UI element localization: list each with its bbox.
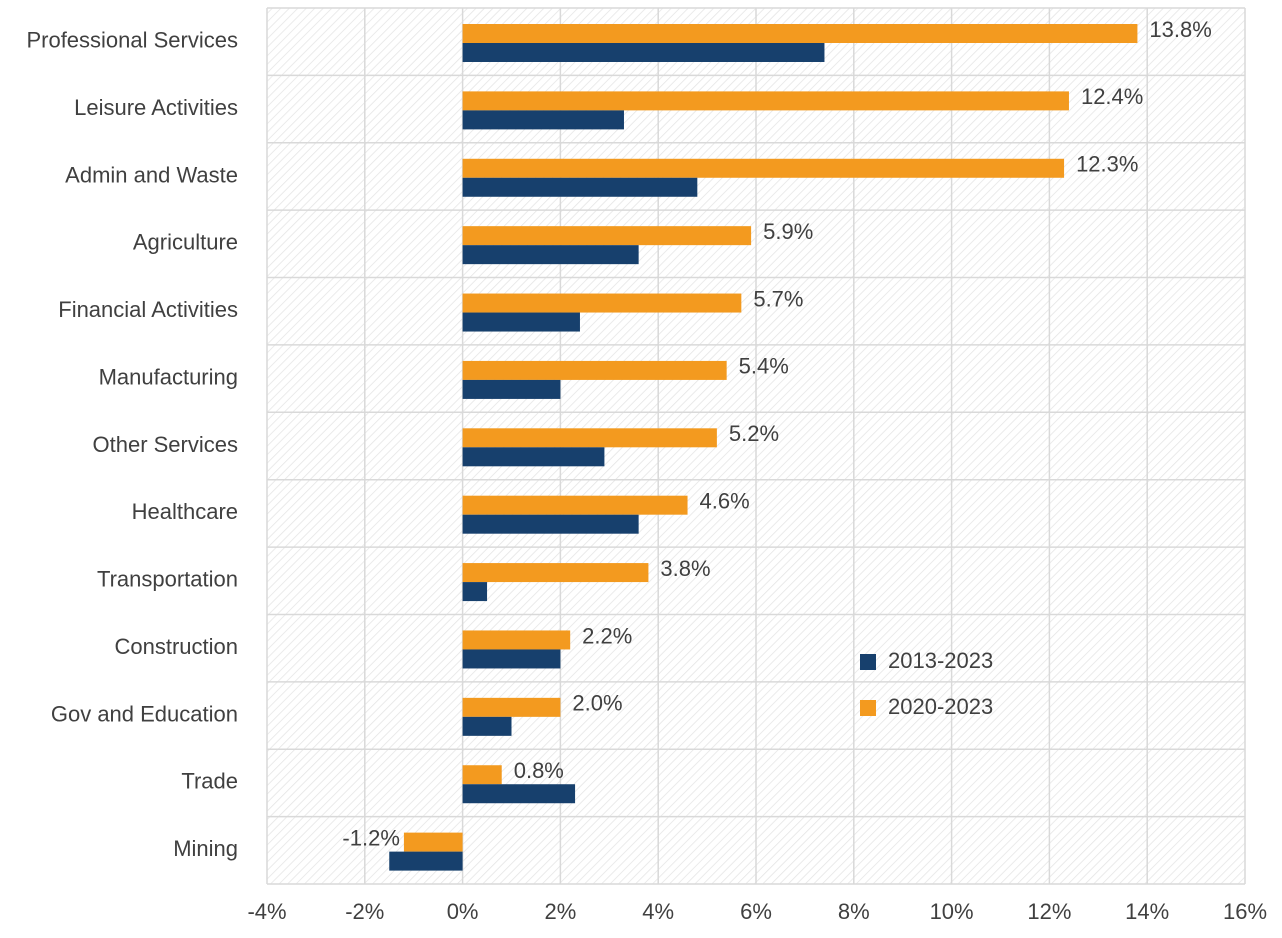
bar — [462, 360, 727, 380]
value-label: -1.2% — [342, 825, 399, 850]
bar — [462, 245, 639, 265]
value-label: 5.7% — [753, 286, 803, 311]
x-tick-label: 12% — [1027, 899, 1071, 924]
y-tick-label: Transportation — [97, 567, 238, 592]
value-label: 2.0% — [572, 691, 622, 716]
value-label: 5.9% — [763, 219, 813, 244]
value-label: 4.6% — [700, 489, 750, 514]
value-label: 0.8% — [514, 758, 564, 783]
bar — [403, 832, 463, 852]
x-tick-label: 4% — [642, 899, 674, 924]
y-tick-label: Mining — [173, 836, 238, 861]
legend-label: 2020-2023 — [888, 694, 993, 719]
bar — [462, 312, 580, 332]
x-tick-label: 2% — [545, 899, 577, 924]
value-label: 12.4% — [1081, 84, 1143, 109]
y-tick-label: Trade — [181, 769, 238, 794]
bar — [462, 177, 698, 197]
bar — [462, 91, 1069, 111]
y-tick-label: Financial Activities — [58, 297, 238, 322]
value-label: 3.8% — [660, 556, 710, 581]
bar — [462, 447, 605, 467]
x-tick-label: 6% — [740, 899, 772, 924]
bar — [462, 582, 488, 602]
bar — [462, 158, 1065, 178]
y-tick-label: Admin and Waste — [65, 162, 238, 187]
legend-swatch — [860, 700, 876, 716]
bar — [389, 851, 463, 871]
value-label: 12.3% — [1076, 152, 1138, 177]
y-tick-label: Gov and Education — [51, 701, 238, 726]
bar — [462, 784, 576, 804]
y-tick-label: Professional Services — [26, 28, 238, 53]
bar — [462, 428, 717, 448]
bar — [462, 697, 561, 717]
y-tick-label: Leisure Activities — [74, 95, 238, 120]
x-tick-label: 14% — [1125, 899, 1169, 924]
bar — [462, 43, 825, 62]
bar — [462, 226, 752, 246]
x-tick-label: -2% — [345, 899, 384, 924]
y-tick-label: Agriculture — [133, 230, 238, 255]
y-tick-label: Manufacturing — [99, 364, 238, 389]
x-tick-label: 16% — [1223, 899, 1267, 924]
bar — [462, 716, 512, 736]
value-label: 5.4% — [739, 354, 789, 379]
bar — [462, 765, 502, 785]
bar — [462, 649, 561, 669]
y-tick-label: Healthcare — [132, 499, 238, 524]
bar — [462, 379, 561, 399]
value-label: 2.2% — [582, 623, 632, 648]
value-label: 13.8% — [1149, 17, 1211, 42]
x-tick-label: -4% — [247, 899, 286, 924]
bar — [462, 630, 571, 650]
x-tick-label: 8% — [838, 899, 870, 924]
y-tick-label: Other Services — [93, 432, 239, 457]
bar — [462, 24, 1138, 43]
legend-label: 2013-2023 — [888, 648, 993, 673]
bar — [462, 293, 742, 313]
legend-swatch — [860, 654, 876, 670]
x-tick-label: 10% — [930, 899, 974, 924]
bar — [462, 495, 688, 515]
bar — [462, 563, 649, 583]
bar — [462, 514, 639, 534]
x-tick-label: 0% — [447, 899, 479, 924]
value-label: 5.2% — [729, 421, 779, 446]
bar — [462, 110, 624, 130]
y-tick-label: Construction — [114, 634, 238, 659]
